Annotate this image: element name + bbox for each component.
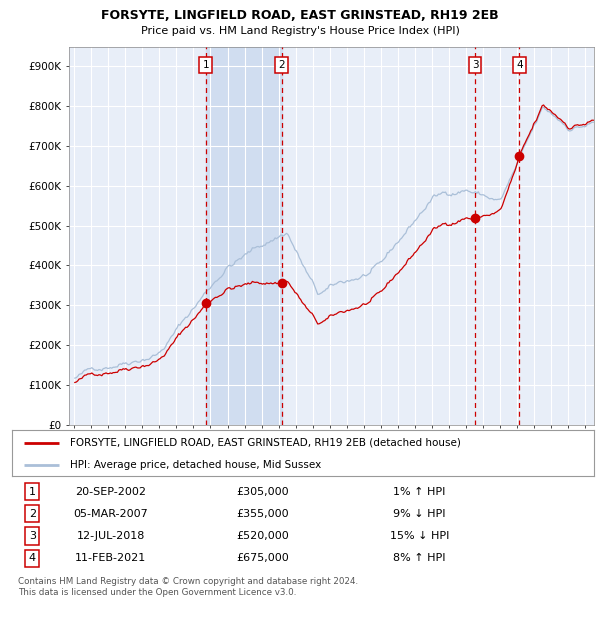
Text: 3: 3 — [29, 531, 36, 541]
Text: 20-SEP-2002: 20-SEP-2002 — [76, 487, 146, 497]
Text: 4: 4 — [29, 553, 36, 563]
Text: 1: 1 — [29, 487, 36, 497]
Text: £520,000: £520,000 — [236, 531, 289, 541]
Text: 12-JUL-2018: 12-JUL-2018 — [77, 531, 145, 541]
Text: HPI: Average price, detached house, Mid Sussex: HPI: Average price, detached house, Mid … — [70, 459, 322, 469]
Text: Contains HM Land Registry data © Crown copyright and database right 2024.
This d: Contains HM Land Registry data © Crown c… — [18, 577, 358, 596]
Text: Price paid vs. HM Land Registry's House Price Index (HPI): Price paid vs. HM Land Registry's House … — [140, 26, 460, 36]
Text: 05-MAR-2007: 05-MAR-2007 — [74, 509, 148, 519]
Text: 11-FEB-2021: 11-FEB-2021 — [76, 553, 146, 563]
Text: 8% ↑ HPI: 8% ↑ HPI — [393, 553, 446, 563]
Text: FORSYTE, LINGFIELD ROAD, EAST GRINSTEAD, RH19 2EB: FORSYTE, LINGFIELD ROAD, EAST GRINSTEAD,… — [101, 9, 499, 22]
Text: 3: 3 — [472, 60, 479, 71]
Text: FORSYTE, LINGFIELD ROAD, EAST GRINSTEAD, RH19 2EB (detached house): FORSYTE, LINGFIELD ROAD, EAST GRINSTEAD,… — [70, 438, 461, 448]
Text: 1% ↑ HPI: 1% ↑ HPI — [393, 487, 446, 497]
Text: 2: 2 — [278, 60, 285, 71]
Text: 9% ↓ HPI: 9% ↓ HPI — [393, 509, 446, 519]
Text: 1: 1 — [202, 60, 209, 71]
Bar — [206, 46, 281, 425]
Text: £675,000: £675,000 — [236, 553, 289, 563]
Text: 15% ↓ HPI: 15% ↓ HPI — [390, 531, 449, 541]
Text: £355,000: £355,000 — [236, 509, 289, 519]
Text: 2: 2 — [29, 509, 36, 519]
Text: 4: 4 — [516, 60, 523, 71]
Text: £305,000: £305,000 — [236, 487, 289, 497]
